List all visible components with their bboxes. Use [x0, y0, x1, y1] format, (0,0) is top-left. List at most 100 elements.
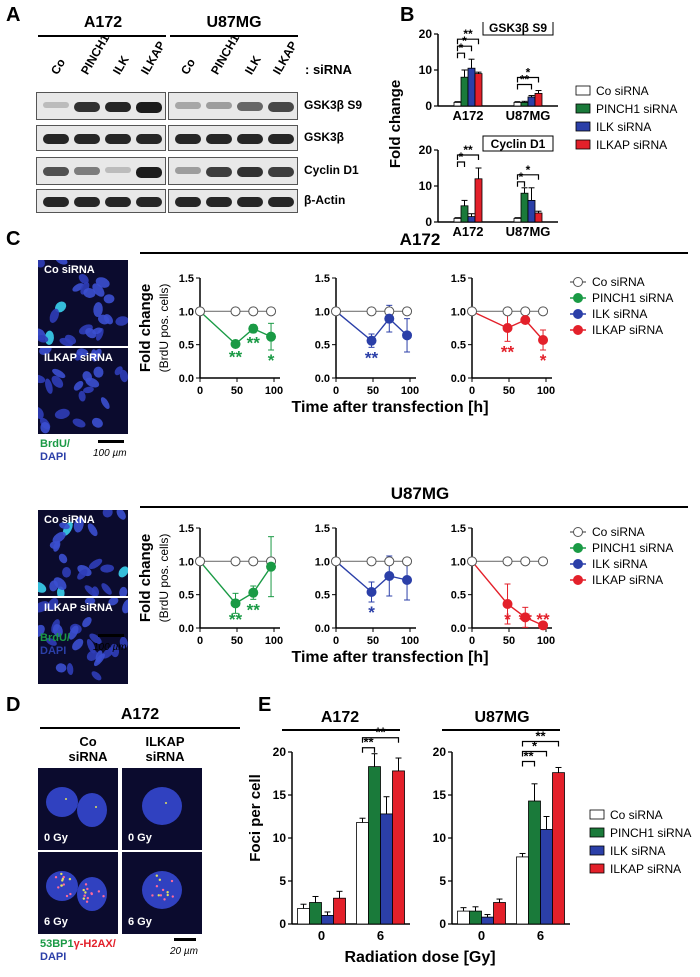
y-tick-label: 1.0: [315, 556, 330, 568]
sig-star: *: [519, 170, 524, 184]
control-point: [195, 556, 205, 567]
control-point: [502, 556, 513, 567]
series-line: [471, 560, 544, 626]
cell-nucleus: [38, 335, 49, 343]
cell-nucleus: [115, 316, 128, 326]
legend-label: ILKAP siRNA: [592, 323, 663, 337]
micro-a172-co: Co siRNA: [38, 260, 128, 346]
sig-bracket: [516, 83, 533, 90]
cell-nucleus: [90, 349, 98, 362]
data-point: [520, 315, 531, 325]
d-col-ilkap: ILKAP siRNA: [145, 734, 185, 764]
bar: [516, 856, 529, 925]
y-tick-label: 0.5: [451, 590, 466, 602]
bar: [474, 73, 483, 107]
micro-u87-ilkap: ILKAP siRNA: [38, 598, 128, 684]
blot-band: [206, 167, 232, 177]
c-stain-brdu: BrdU/: [40, 438, 70, 450]
foci-ilkap-6gy: 6 Gy: [122, 852, 202, 934]
blot-strip: [168, 92, 298, 120]
d-title: A172: [120, 706, 160, 723]
legend-label: Co siRNA: [592, 525, 645, 539]
cell-nucleus: [59, 522, 70, 530]
bar: [460, 76, 469, 107]
blot-strip: [168, 189, 298, 213]
control-point: [384, 556, 395, 567]
blot-band: [105, 197, 131, 208]
x-tick-label: 100: [401, 385, 419, 397]
sig-star: *: [526, 163, 531, 177]
cell-nucleus: [76, 348, 89, 357]
b-ylabel: Fold change: [387, 80, 404, 168]
y-tick-label: 20: [419, 143, 433, 157]
bar: [368, 766, 381, 925]
focus-dot: [170, 879, 174, 883]
cell-nucleus: [91, 417, 103, 428]
cell-nucleus: [38, 374, 46, 384]
sig-star: *: [368, 603, 375, 622]
cell-nucleus: [108, 598, 119, 606]
d-scale-bar: [174, 938, 196, 941]
cell-nucleus: [53, 540, 61, 552]
blot-label: β-Actin: [304, 193, 346, 207]
y-tick-label: 10: [433, 831, 447, 845]
legend-swatch: [589, 863, 605, 874]
cell-nucleus: [119, 586, 128, 596]
x-tick-label: 0: [333, 385, 339, 397]
cell-nucleus: [52, 624, 63, 637]
blot-band: [206, 134, 232, 145]
y-tick-label: 0.0: [179, 373, 194, 385]
y-tick-label: 0.0: [179, 623, 194, 635]
cell-nucleus: [82, 386, 94, 394]
focus-dot: [54, 875, 58, 879]
panel-e-chart: Foci per cell Radiation dose [Gy] A172 U8…: [247, 709, 691, 966]
x-tick-label: 50: [231, 635, 243, 647]
blot-title-a172: A172: [83, 14, 123, 31]
legend-label: ILK siRNA: [592, 557, 647, 571]
y-tick-label: 1.0: [179, 306, 194, 318]
e-xlabel: Radiation dose [Gy]: [344, 949, 495, 966]
focus-dot: [82, 888, 85, 892]
blot-band: [175, 197, 201, 208]
focus-dot: [155, 885, 159, 888]
blot-band: [105, 102, 131, 113]
scale-label: 100 µm: [93, 642, 127, 653]
legend-label: Co siRNA: [596, 84, 649, 98]
category-label: 6: [537, 928, 544, 943]
cell-nucleus: [62, 566, 71, 578]
cell-nucleus: [54, 408, 70, 420]
y-tick-label: 0.5: [315, 340, 330, 352]
blot-rule-a172: [38, 35, 166, 37]
cell-nucleus: [52, 531, 66, 544]
bar: [528, 800, 541, 925]
chart-title-box: [482, 135, 554, 152]
y-tick-label: 10: [419, 179, 433, 193]
data-point: [502, 599, 513, 609]
y-tick-label: 10: [419, 63, 433, 77]
cell-nucleus: [55, 663, 67, 673]
blot-band: [206, 197, 232, 208]
lane-label: ILKAP: [270, 38, 301, 77]
focus-dot: [86, 887, 89, 891]
panel-label-d: D: [6, 694, 21, 716]
legend-marker: [573, 527, 583, 537]
cell-nucleus: [72, 638, 84, 651]
sig-star: **: [536, 610, 550, 629]
legend-swatch: [575, 85, 591, 96]
legend-label: ILK siRNA: [592, 307, 647, 321]
blot-band: [43, 134, 69, 145]
series-line: [199, 560, 272, 605]
sig-bracket: [521, 760, 536, 767]
control-point: [366, 556, 377, 567]
micro-caption: Co siRNA: [44, 264, 95, 276]
y-tick-label: 0.0: [315, 373, 330, 385]
blot-band: [105, 167, 131, 174]
y-tick-label: 1.0: [451, 556, 466, 568]
sig-bracket: [516, 76, 540, 83]
cell-nucleus: [64, 334, 77, 345]
sig-star: **: [463, 27, 473, 41]
lane-label: Co: [178, 56, 199, 77]
cell-nucleus: [78, 390, 86, 402]
sig-star: *: [526, 66, 531, 80]
panel-label-a: A: [6, 4, 21, 26]
